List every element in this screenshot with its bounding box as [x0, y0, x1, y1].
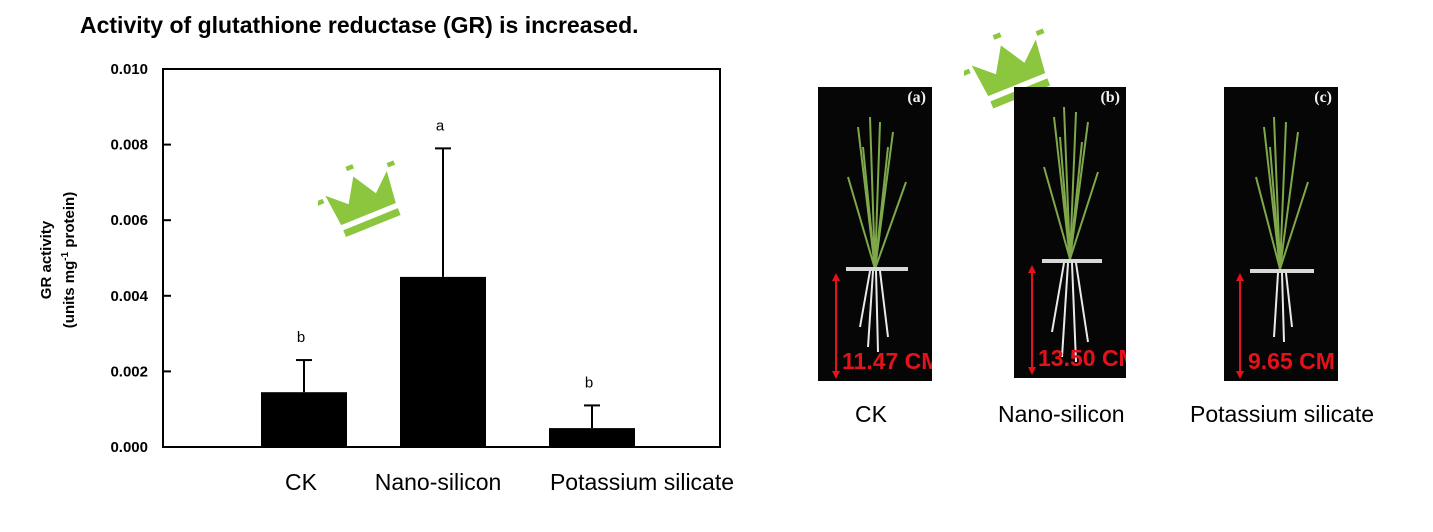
x-category-label: CK: [285, 469, 318, 495]
bar: [400, 276, 486, 447]
y-tick-label: 0.002: [110, 363, 148, 380]
significance-label: a: [436, 117, 445, 134]
y-tick-label: 0.006: [110, 212, 148, 229]
y-tick-label: 0.010: [110, 61, 148, 78]
significance-label: b: [297, 329, 305, 346]
root-length: 13.50 CM: [1038, 345, 1126, 371]
photo-tag: (a): [907, 89, 926, 106]
photo-tag: (b): [1100, 89, 1120, 106]
significance-label: b: [585, 374, 593, 391]
bar: [261, 392, 347, 447]
y-tick-label: 0.008: [110, 137, 148, 154]
x-category-label: Nano-silicon: [375, 469, 502, 495]
root-length: 11.47 CM: [842, 348, 932, 374]
plant-photo-potassium-silicate: (c) 9.65 CM: [1224, 87, 1338, 381]
bar: [549, 428, 635, 447]
plant-photo-nano-silicon: (b) 13.50 CM: [1014, 87, 1126, 378]
y-tick-label: 0.000: [110, 439, 148, 456]
plant-image: [1028, 106, 1102, 375]
y-tick-label: 0.004: [110, 288, 148, 305]
plant-image: [832, 116, 908, 379]
root-length: 9.65 CM: [1248, 348, 1335, 374]
gr-activity-chart: 0.000 0.002 0.004 0.006 0.008 0.010 b CK a Nano-s…: [110, 61, 734, 495]
x-category-label: Potassium silicate: [550, 469, 734, 495]
photo-label-ck: CK: [855, 401, 887, 427]
crown-icon: [318, 160, 401, 238]
plant-photo-ck: (a) 11.47 CM: [818, 87, 932, 381]
photo-label-potassium-silicate: Potassium silicate: [1190, 401, 1375, 427]
photo-label-nano-silicon: Nano-silicon: [998, 401, 1125, 427]
photo-tag: (c): [1314, 89, 1332, 106]
plant-image: [1236, 116, 1314, 379]
chart-title: Activity of glutathione reductase (GR) i…: [80, 12, 639, 38]
